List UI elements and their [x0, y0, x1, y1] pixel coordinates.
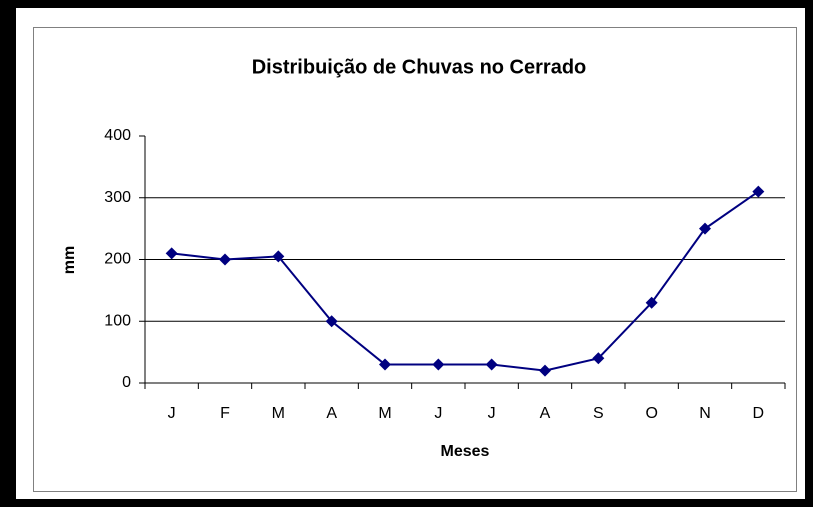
- x-tick-label: S: [593, 405, 604, 422]
- y-tick-label: 300: [104, 189, 131, 206]
- x-tick-label: F: [220, 405, 230, 422]
- marker: [485, 358, 498, 371]
- line: [171, 190, 759, 372]
- y-tick-label: 100: [104, 312, 131, 329]
- x-axis-label: Meses: [441, 443, 490, 460]
- x-tick-label: N: [699, 405, 711, 422]
- x-tick-label: J: [168, 405, 176, 422]
- y-tick-label: 400: [104, 127, 131, 144]
- marker: [379, 358, 391, 371]
- marker: [539, 364, 551, 377]
- x-tick-label: J: [488, 405, 496, 422]
- marker: [432, 358, 445, 371]
- x-tick-label: M: [272, 405, 285, 422]
- marker: [165, 247, 178, 260]
- y-tick-label: 200: [104, 251, 131, 268]
- x-tick-label: D: [753, 405, 765, 422]
- chart-border: [33, 27, 797, 492]
- chart-title: Distribuição de Chuvas no Cerrado: [252, 56, 587, 78]
- marker: [592, 352, 605, 365]
- x-tick-label: M: [378, 405, 391, 422]
- marker: [752, 185, 765, 198]
- x-tick-label: O: [645, 405, 657, 422]
- marker: [699, 222, 711, 235]
- x-tick-label: J: [434, 405, 442, 422]
- marker: [645, 296, 658, 309]
- y-axis-label: mm: [61, 246, 78, 274]
- y-tick-label: 0: [122, 374, 131, 391]
- marker: [219, 253, 231, 266]
- x-tick-label: A: [326, 405, 337, 422]
- x-tick-label: A: [540, 405, 551, 422]
- chart-background: [16, 8, 805, 499]
- marker: [325, 315, 338, 328]
- marker: [272, 250, 285, 263]
